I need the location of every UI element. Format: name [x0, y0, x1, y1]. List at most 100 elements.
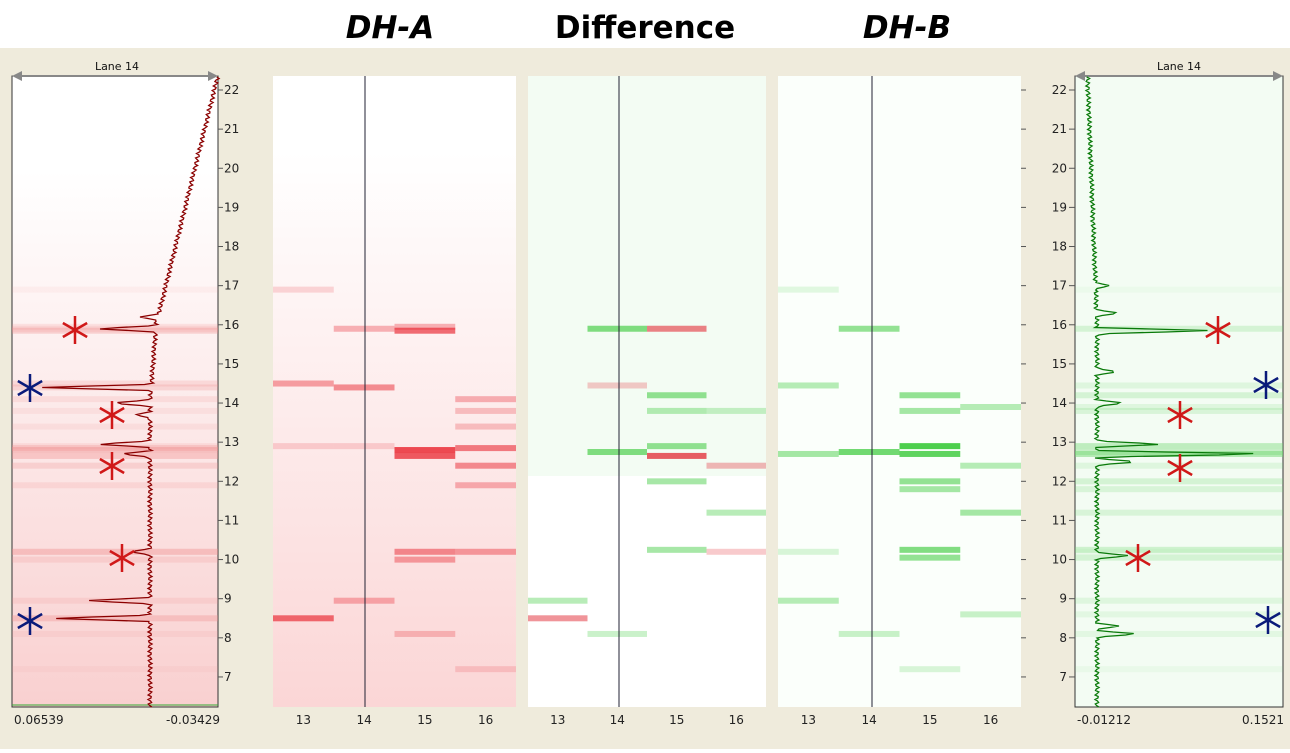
band [960, 404, 1021, 410]
band [273, 381, 334, 387]
right-x-label: -0.01212 [1077, 713, 1131, 727]
y-tick-label: 12 [224, 474, 239, 488]
band [12, 396, 218, 402]
y-tick-label: 13 [224, 435, 239, 449]
band [647, 392, 707, 398]
band [395, 557, 456, 563]
band [455, 424, 516, 430]
band [273, 615, 334, 621]
lane-label: 15 [417, 713, 432, 727]
y-tick-label: 19 [1052, 200, 1067, 214]
band [1075, 611, 1283, 617]
y-tick-label: 18 [1052, 240, 1067, 254]
band [1075, 326, 1283, 332]
y-tick-label: 11 [1052, 513, 1067, 527]
band [334, 326, 395, 332]
y-tick-label: 8 [1059, 631, 1067, 645]
band [12, 443, 218, 449]
left-x-label: -0.03429 [166, 713, 220, 727]
band [1075, 486, 1283, 492]
right-x-label: 0.1521 [1242, 713, 1284, 727]
y-tick-label: 10 [224, 553, 239, 567]
band [455, 408, 516, 414]
band [588, 326, 648, 332]
y-tick-label: 20 [1052, 161, 1067, 175]
band [12, 453, 218, 459]
band [647, 547, 707, 553]
y-tick-label: 14 [224, 396, 239, 410]
lane-label: 16 [478, 713, 493, 727]
lane-label: 13 [801, 713, 816, 727]
title-dh-a: DH-A [346, 10, 435, 46]
y-tick-label: 21 [224, 122, 239, 136]
band [455, 445, 516, 451]
band [778, 287, 839, 293]
lane-label: 14 [610, 713, 625, 727]
band [900, 443, 961, 449]
band [395, 631, 456, 637]
band [839, 326, 900, 332]
y-tick-label: 16 [1052, 318, 1067, 332]
dh-a-panel [273, 76, 516, 707]
y-tick-label: 16 [224, 318, 239, 332]
band [778, 382, 839, 388]
band [707, 408, 767, 414]
band [900, 408, 961, 414]
band [647, 326, 707, 332]
y-tick-label: 8 [224, 631, 232, 645]
band [647, 443, 707, 449]
band [1075, 598, 1283, 604]
lane-label: 13 [550, 713, 565, 727]
y-tick-label: 14 [1052, 396, 1067, 410]
band [12, 287, 218, 293]
difference-bg [528, 76, 766, 476]
band [12, 482, 218, 488]
band [334, 384, 395, 390]
y-tick-label: 15 [224, 357, 239, 371]
y-tick-label: 7 [1059, 670, 1067, 684]
title-difference: Difference [555, 10, 735, 46]
y-tick-label: 21 [1052, 122, 1067, 136]
band [707, 549, 767, 555]
lane-label: 16 [729, 713, 744, 727]
screen: DH-A Difference DH-B Lane 14 Lane 14 0.0… [0, 0, 1290, 749]
band [588, 382, 648, 388]
band [1075, 510, 1283, 516]
y-tick-label: 19 [224, 200, 239, 214]
band [1075, 287, 1283, 293]
left-profile-panel [12, 76, 218, 707]
left-x-label: 0.06539 [14, 713, 64, 727]
band [12, 631, 218, 637]
band [1075, 382, 1283, 388]
y-tick-label: 10 [1052, 553, 1067, 567]
band [839, 631, 900, 637]
y-tick-label: 11 [224, 513, 239, 527]
band [900, 392, 961, 398]
title-dh-b: DH-B [863, 10, 951, 46]
y-tick-label: 15 [1052, 357, 1067, 371]
band [900, 547, 961, 553]
band [395, 447, 456, 453]
band [960, 463, 1021, 469]
band [588, 631, 648, 637]
band [455, 463, 516, 469]
band [528, 615, 588, 621]
band [900, 451, 961, 457]
band [900, 486, 961, 492]
lane-label: 15 [922, 713, 937, 727]
band [1075, 666, 1283, 672]
band [839, 449, 900, 455]
band [395, 324, 456, 330]
left-header-label: Lane 14 [95, 60, 139, 73]
band [455, 549, 516, 555]
y-tick-label: 22 [1052, 83, 1067, 97]
band [778, 598, 839, 604]
band [778, 549, 839, 555]
y-tick-label: 12 [1052, 474, 1067, 488]
band [647, 408, 707, 414]
band [900, 478, 961, 484]
lane-label: 16 [983, 713, 998, 727]
band [12, 598, 218, 604]
y-tick-label: 17 [224, 279, 239, 293]
band [12, 424, 218, 430]
